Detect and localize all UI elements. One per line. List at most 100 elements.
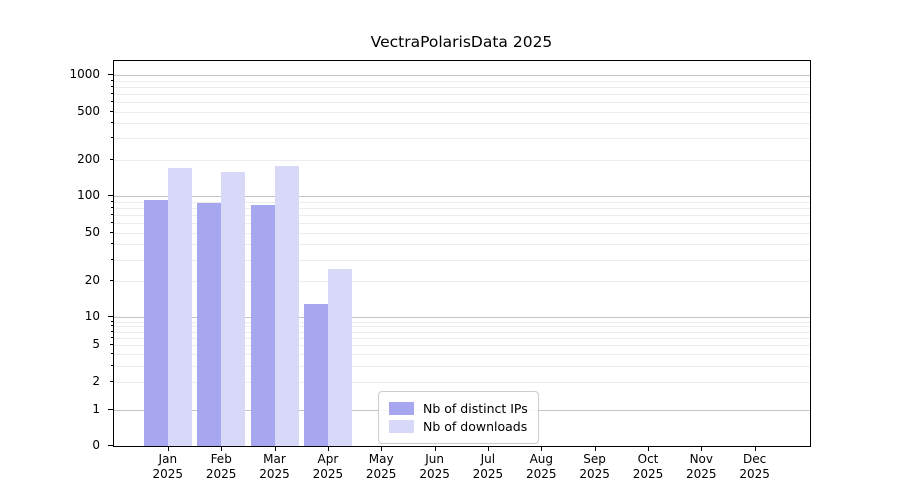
y-tick-mark-minor-70 [110,213,113,215]
y-tick-mark-minor-80 [110,206,113,208]
y-tick-mark-1 [108,409,113,410]
y-tick-mark-minor-600 [110,100,113,102]
x-tick-mark-jan [167,446,169,451]
x-tick-mark-aug [541,446,543,451]
x-tick-label-aug: Aug 2025 [526,452,557,481]
x-tick-mark-sep [594,446,596,451]
x-tick-mark-dec [754,446,756,451]
y-tick-mark-0 [108,445,113,446]
gridline-major-1000 [114,75,810,77]
y-tick-label-2: 2 [92,374,100,389]
gridline-minor-300 [114,138,810,140]
gridline-minor-30 [114,259,810,261]
gridline-minor-90 [114,201,810,203]
x-tick-mark-feb [221,446,223,451]
x-tick-mark-may [381,446,383,451]
y-tick-mark-minor-9 [110,320,113,322]
gridline-minor-600 [114,101,810,103]
x-tick-mark-apr [327,446,329,451]
y-tick-mark-minor-40 [110,243,113,245]
bar-downloads-apr [327,269,352,446]
y-tick-label-1: 1 [92,402,100,416]
y-tick-mark-100 [108,195,113,197]
gridline-minor-5 [114,345,810,347]
gridline-minor-60 [114,223,810,224]
y-tick-mark-minor-6 [110,336,113,338]
y-tick-mark-minor-7 [110,330,113,332]
gridline-minor-80 [114,207,810,209]
gridline-minor-8 [114,326,810,328]
y-tick-mark-minor-3 [110,364,113,366]
y-tick-mark-50 [109,231,113,233]
bar-downloads-feb [221,172,246,446]
gridline-minor-3 [114,365,810,367]
y-tick-label-20: 20 [84,272,100,287]
legend: Nb of distinct IPs Nb of downloads [378,391,539,444]
x-tick-label-may: May 2025 [365,452,397,481]
legend-label-downloads: Nb of downloads [423,419,528,434]
bar-distinct-ips-jan [143,199,168,446]
y-tick-mark-minor-8 [110,325,113,327]
y-tick-mark-minor-800 [110,85,113,87]
gridline-minor-200 [114,159,810,161]
gridline-minor-2 [114,382,810,384]
y-tick-mark-2 [109,381,113,383]
plot-area: Nb of distinct IPs Nb of downloads [113,60,811,447]
gridline-minor-800 [114,86,810,88]
x-tick-mark-jul [487,446,489,451]
legend-item-distinct-ips: Nb of distinct IPs [389,401,528,416]
gridline-major-10 [114,317,810,319]
y-tick-mark-minor-400 [110,122,113,124]
x-tick-label-apr: Apr 2025 [312,452,344,481]
y-tick-mark-500 [109,110,113,112]
bar-distinct-ips-apr [303,303,328,446]
x-tick-mark-jun [434,446,436,451]
bar-distinct-ips-feb [197,202,222,446]
y-tick-mark-minor-90 [110,200,113,202]
y-tick-label-50: 50 [84,224,100,239]
x-tick-mark-nov [701,446,703,451]
x-tick-label-jul: Jul 2025 [472,452,504,481]
y-tick-mark-minor-300 [110,137,113,139]
x-tick-label-mar: Mar 2025 [259,452,290,481]
y-tick-mark-10 [108,316,113,318]
y-tick-mark-1000 [108,74,113,76]
x-tick-label-jan: Jan 2025 [152,452,184,481]
x-tick-label-feb: Feb 2025 [205,452,237,481]
y-tick-mark-minor-4 [110,353,113,355]
gridline-minor-50 [114,232,810,234]
y-tick-mark-minor-30 [110,258,113,260]
bar-distinct-ips-mar [250,204,275,446]
y-tick-mark-minor-700 [110,92,113,94]
y-tick-label-0: 0 [92,438,100,452]
y-tick-label-500: 500 [77,103,100,118]
y-tick-mark-minor-900 [110,79,113,81]
y-tick-label-200: 200 [77,151,100,166]
y-tick-label-5: 5 [92,337,100,352]
gridline-major-100 [114,196,810,198]
x-tick-label-nov: Nov 2025 [686,452,717,481]
y-tick-mark-20 [109,279,113,281]
legend-swatch-distinct-ips [389,402,414,415]
y-tick-mark-minor-60 [110,222,113,223]
gridline-minor-7 [114,331,810,333]
gridline-minor-700 [114,93,810,95]
gridline-minor-9 [114,321,810,323]
legend-label-distinct-ips: Nb of distinct IPs [423,401,528,416]
x-tick-label-dec: Dec 2025 [739,452,770,481]
legend-item-downloads: Nb of downloads [389,419,528,434]
gridline-minor-20 [114,280,810,282]
y-tick-label-10: 10 [84,309,100,324]
x-tick-mark-mar [274,446,276,451]
chart-title: VectraPolarisData 2025 [370,33,553,51]
gridline-minor-70 [114,214,810,216]
legend-swatch-downloads [389,420,414,433]
x-tick-label-oct: Oct 2025 [632,452,664,481]
y-tick-mark-200 [109,158,113,160]
gridline-minor-900 [114,80,810,82]
y-tick-label-100: 100 [77,188,100,203]
gridline-minor-6 [114,337,810,339]
gridline-minor-500 [114,111,810,113]
y-tick-label-1000: 1000 [69,67,100,82]
